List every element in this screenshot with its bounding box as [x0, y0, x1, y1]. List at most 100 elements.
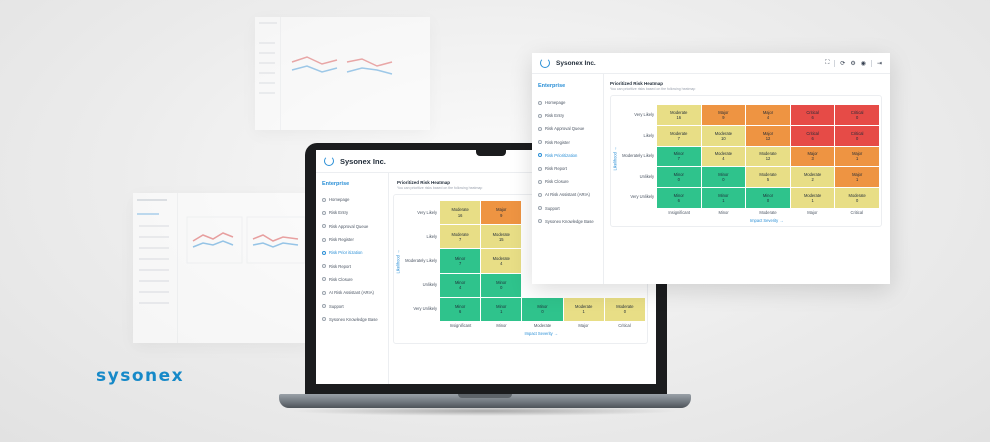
sidebar-item-risk-prior-itization[interactable]: Risk Prior itization	[322, 246, 388, 259]
background-chart-left	[186, 216, 306, 264]
cell-count: 16	[457, 212, 463, 218]
refresh-icon[interactable]: ⟳	[840, 60, 846, 67]
background-window-top	[255, 17, 430, 130]
sidebar-item-homepage[interactable]: Homepage	[322, 193, 388, 206]
heatmap-cell[interactable]: Minor 1	[481, 297, 522, 321]
heatmap-grid: Moderate 16 Major 9 Moderate 7 Moderate 15 Minor…	[440, 201, 645, 321]
cell-level: Moderate	[803, 172, 822, 178]
cell-count: 6	[677, 198, 680, 204]
heatmap-cell[interactable]: Moderate 0	[604, 297, 645, 321]
heatmap-cell[interactable]: Minor 0	[481, 273, 522, 297]
heatmap-cell[interactable]: Minor 0	[657, 167, 701, 188]
sidebar-item-support[interactable]: Support	[322, 299, 388, 312]
heatmap-cell[interactable]: Minor 7	[657, 146, 701, 167]
heatmap-cell[interactable]: Major 12	[746, 125, 790, 146]
heatmap-cell[interactable]: Major 9	[701, 105, 746, 125]
laptop-lip	[458, 394, 512, 398]
heatmap-cell[interactable]: Critical 6	[790, 125, 835, 146]
nav-icon	[322, 197, 326, 202]
heatmap-cell[interactable]: Minor 0	[522, 297, 563, 321]
sidebar-item-risk-register[interactable]: Risk Register	[538, 136, 603, 149]
column-label: Minor	[718, 210, 729, 215]
sidebar-item-risk-report[interactable]: Risk Report	[538, 162, 603, 175]
heatmap-cell[interactable]: Moderate 4	[701, 146, 746, 167]
cell-level: Moderate	[451, 207, 469, 213]
heatmap-cell[interactable]: Moderate 7	[657, 125, 701, 146]
heatmap-subtitle: You can prioritize risks based on the fo…	[610, 87, 696, 91]
sidebar-item-ai-risk-assistant-aria[interactable]: AI Risk Assistant (ARIA)	[538, 188, 603, 201]
heatmap-cell[interactable]: Minor 0	[701, 167, 746, 188]
heatmap-cell[interactable]: Moderate 10	[701, 125, 746, 146]
cell-count: 15	[499, 236, 504, 242]
cell-level: Major	[496, 207, 507, 213]
heatmap-cell[interactable]: Major 1	[835, 167, 879, 188]
sidebar-item-risk-prioritization[interactable]: Risk Prioritization	[538, 149, 603, 162]
heatmap-cell[interactable]: Minor 6	[657, 188, 701, 208]
heatmap-cell[interactable]: Moderate 12	[746, 146, 790, 167]
cell-count: 1	[582, 309, 585, 315]
window-controls: ⛶ ⟳ ⚙ ◉ ⇥	[825, 59, 882, 67]
sidebar-item-label: Risk Prioritization	[545, 152, 578, 158]
cell-count: 0	[722, 177, 725, 183]
heatmap-cell[interactable]: Critical 0	[835, 105, 879, 125]
heatmap-cell[interactable]: Critical 6	[790, 105, 835, 125]
cell-level: Moderate	[714, 130, 733, 136]
column-label: Critical	[618, 323, 631, 328]
cell-level: Major	[762, 130, 774, 136]
sidebar-item-label: AI Risk Assistant (ARIA)	[545, 192, 590, 198]
heatmap-cell[interactable]: Major 3	[790, 146, 835, 167]
sidebar-item-sysonex-knowledge-base[interactable]: Sysonex Knowledge Base	[322, 313, 388, 326]
sidebar-item-risk-approval-queue[interactable]: Risk Approval Queue	[322, 220, 388, 233]
cell-level: Major	[852, 172, 863, 178]
laptop-shadow	[290, 406, 680, 416]
heatmap-cell[interactable]: Critical 0	[835, 125, 879, 146]
cell-level: Moderate	[492, 255, 510, 261]
cell-count: 5	[766, 177, 770, 183]
sidebar-item-risk-report[interactable]: Risk Report	[322, 259, 388, 272]
sidebar-item-risk-approval-queue[interactable]: Risk Approval Queue	[538, 122, 603, 135]
heatmap-cell[interactable]: Minor 1	[701, 188, 746, 208]
sidebar-item-homepage[interactable]: Homepage	[538, 96, 603, 109]
heatmap-cell[interactable]: Moderate 15	[481, 225, 522, 249]
heatmap-cell[interactable]: Major 9	[481, 201, 522, 225]
heatmap-cell[interactable]: Moderate 1	[790, 188, 835, 208]
fullscreen-icon[interactable]: ⛶	[825, 59, 830, 66]
heatmap-cell[interactable]: Moderate 16	[657, 105, 701, 125]
cell-count: 1	[722, 198, 725, 204]
heatmap-cell[interactable]: Moderate 4	[481, 249, 522, 273]
nav-icon	[322, 237, 326, 242]
sidebar-item-ai-risk-assistant-aria[interactable]: AI Risk Assistant (ARIA)	[322, 286, 388, 299]
cell-count: 7	[458, 260, 462, 266]
user-icon[interactable]: ◉	[860, 60, 866, 67]
sidebar-item-risk-entry[interactable]: Risk Entry	[322, 206, 388, 219]
nav-icon	[322, 317, 326, 322]
cell-count: 7	[677, 135, 680, 141]
logout-icon[interactable]: ⇥	[876, 60, 882, 67]
sidebar-item-risk-register[interactable]: Risk Register	[322, 233, 388, 246]
cell-count: 6	[811, 135, 814, 141]
heatmap-cell[interactable]: Minor 0	[746, 188, 790, 208]
heatmap-cell[interactable]: Moderate 7	[440, 225, 481, 249]
heatmap-cell[interactable]: Moderate 16	[440, 201, 481, 225]
settings-icon[interactable]: ⚙	[850, 60, 856, 67]
heatmap-cell[interactable]: Minor 7	[440, 249, 481, 273]
heatmap-cell[interactable]: Moderate 2	[790, 167, 835, 188]
main-panel: Prioritized Risk Heatmap You can priorit…	[389, 173, 656, 384]
cell-level: Minor	[496, 304, 507, 310]
sidebar-item-sysonex-knowledge-base[interactable]: Sysonex Knowledge Base	[538, 215, 603, 228]
heatmap-cell[interactable]: Moderate 5	[746, 167, 790, 188]
heatmap-cell[interactable]: Moderate 0	[835, 188, 879, 208]
cell-count: 0	[677, 177, 680, 183]
heatmap-cell[interactable]: Major 4	[746, 105, 790, 125]
sidebar-item-support[interactable]: Support	[538, 202, 603, 215]
heatmap-cell[interactable]: Minor 6	[440, 297, 481, 321]
heatmap-cell[interactable]: Major 1	[835, 146, 879, 167]
heatmap-cell[interactable]: Moderate 1	[563, 297, 604, 321]
x-axis-label: Impact Severity →	[750, 218, 784, 223]
sidebar-item-risk-entry[interactable]: Risk Entry	[538, 109, 603, 122]
sidebar-item-risk-closure[interactable]: Risk Closure	[538, 175, 603, 188]
sidebar-item-risk-closure[interactable]: Risk Closure	[322, 273, 388, 286]
background-window-left	[133, 193, 311, 343]
sidebar-item-label: Risk Closure	[545, 179, 569, 185]
heatmap-cell[interactable]: Minor 4	[440, 273, 481, 297]
